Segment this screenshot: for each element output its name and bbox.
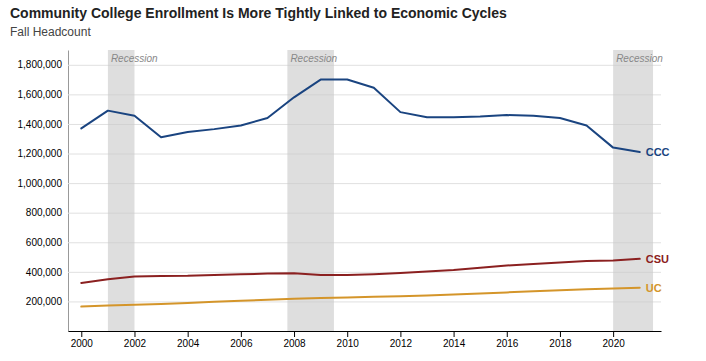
y-tick-label: 400,000 — [26, 267, 63, 278]
grid-line — [68, 272, 661, 273]
tick-mark — [560, 331, 561, 337]
series-label: CCC — [646, 146, 670, 158]
x-tick-label: 2014 — [443, 338, 466, 349]
x-tick-label: 2008 — [283, 338, 306, 349]
x-tick: 2004 — [177, 331, 200, 349]
chart: Community College Enrollment Is More Tig… — [0, 0, 706, 361]
tick-mark — [134, 331, 135, 337]
y-tick-label: 1,000,000 — [18, 178, 63, 189]
recession-band — [108, 50, 135, 331]
y-tick-label: 1,400,000 — [18, 119, 63, 130]
x-tick: 2020 — [603, 331, 626, 349]
series-line — [81, 288, 639, 307]
tick-mark — [613, 331, 614, 337]
x-tick-label: 2012 — [390, 338, 413, 349]
y-tick-label: 1,200,000 — [18, 148, 63, 159]
x-tick: 2008 — [283, 331, 306, 349]
series-label: CSU — [646, 253, 669, 265]
x-tick: 2014 — [443, 331, 466, 349]
band-label: Recession — [111, 53, 158, 64]
y-tick-label: 800,000 — [26, 207, 63, 218]
x-tick: 2002 — [124, 331, 147, 349]
x-tick: 2010 — [337, 331, 360, 349]
grid-line — [68, 65, 661, 66]
x-tick: 2016 — [496, 331, 519, 349]
annotations: Recession Recession Recession CCC CSU UC — [111, 53, 670, 294]
x-tick-label: 2020 — [603, 338, 626, 349]
y-axis-line — [68, 51, 69, 332]
x-tick-label: 2000 — [71, 338, 94, 349]
grid-line — [68, 154, 661, 155]
tick-mark — [400, 331, 401, 337]
x-tick-label: 2010 — [337, 338, 360, 349]
series-line — [81, 80, 639, 152]
grid-line — [68, 242, 661, 243]
band-label: Recession — [616, 53, 663, 64]
grid-line — [68, 213, 661, 214]
x-tick: 2006 — [230, 331, 253, 349]
x-axis: 2000 2002 2004 2006 2008 2010 2012 2014 2016 2018… — [69, 331, 662, 349]
series-line — [81, 259, 639, 283]
tick-mark — [454, 331, 455, 337]
x-tick: 2012 — [390, 331, 413, 349]
recession-band — [287, 50, 334, 331]
marks — [81, 50, 653, 331]
series-label: UC — [646, 282, 662, 294]
plot: 200,000 400,000 600,000 800,000 1,000,000 1,2… — [18, 50, 670, 349]
tick-mark — [294, 331, 295, 337]
y-tick-label: 1,800,000 — [18, 59, 63, 70]
x-tick: 2000 — [71, 331, 94, 349]
y-axis: 200,000 400,000 600,000 800,000 1,000,000 1,2… — [18, 51, 662, 332]
grid-line — [68, 124, 661, 125]
y-tick-label: 600,000 — [26, 237, 63, 248]
tick-mark — [81, 331, 82, 337]
x-tick-label: 2016 — [496, 338, 519, 349]
tick-mark — [241, 331, 242, 337]
grid-line — [68, 94, 661, 95]
x-tick-label: 2006 — [230, 338, 253, 349]
tick-mark — [188, 331, 189, 337]
title: Community College Enrollment Is More Tig… — [10, 5, 507, 21]
x-tick-label: 2018 — [549, 338, 572, 349]
grid-line — [68, 183, 661, 184]
subtitle: Fall Headcount — [10, 25, 91, 39]
band-label: Recession — [290, 53, 337, 64]
y-tick-label: 200,000 — [26, 296, 63, 307]
tick-mark — [507, 331, 508, 337]
x-tick: 2018 — [549, 331, 572, 349]
x-tick-label: 2002 — [124, 338, 147, 349]
y-tick-label: 1,600,000 — [18, 89, 63, 100]
grid-line — [68, 301, 661, 302]
x-tick-label: 2004 — [177, 338, 200, 349]
tick-mark — [347, 331, 348, 337]
x-axis-line — [69, 331, 662, 332]
